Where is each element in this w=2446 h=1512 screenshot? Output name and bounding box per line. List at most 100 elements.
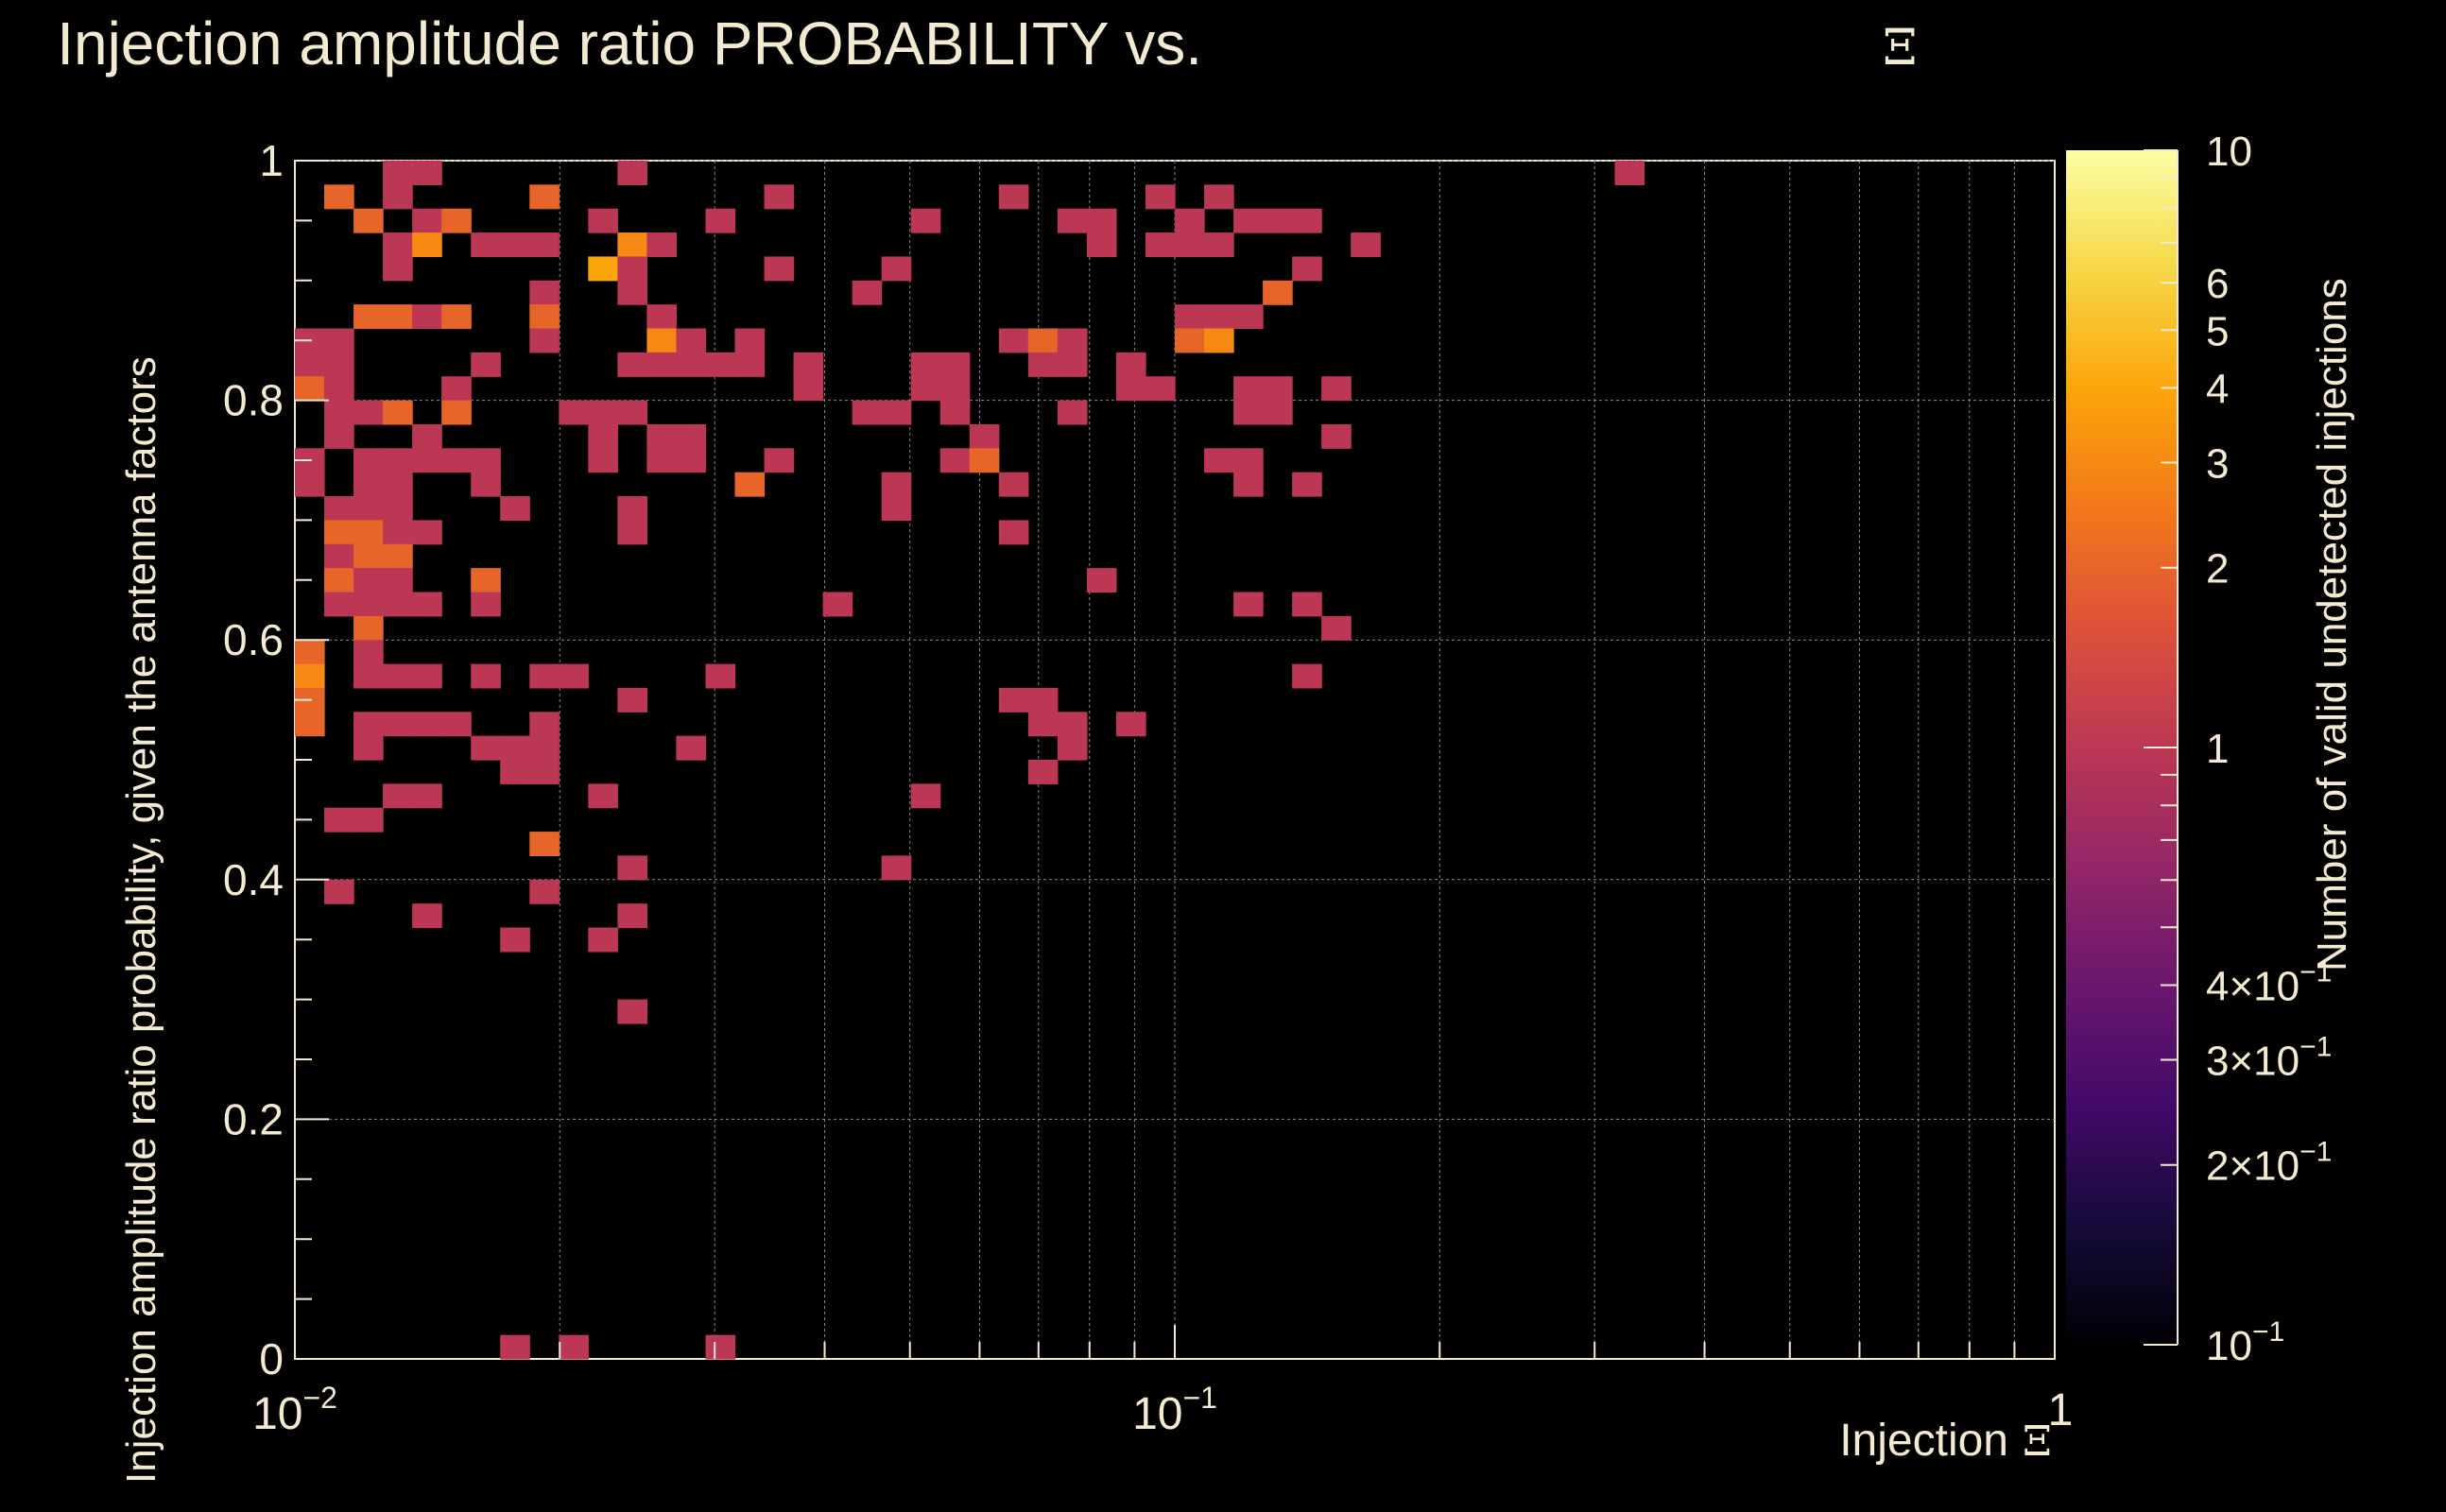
colorbar-axis: 10 65 4 3 2 1 4×10−1 3×10−1 2×10−1 10−1 [2144, 129, 2332, 1369]
heatmap-cell [529, 280, 560, 305]
heatmap-cell [295, 712, 325, 737]
heatmap-cell [471, 352, 501, 377]
heatmap-cell [998, 687, 1029, 713]
heatmap-cell [529, 712, 560, 737]
heatmap-cell [1204, 328, 1234, 353]
heatmap-cell [646, 352, 678, 377]
heatmap-cell [1321, 615, 1352, 641]
heatmap-cell [617, 855, 647, 881]
heatmap-cell [617, 999, 647, 1024]
heatmap-cell [353, 640, 384, 665]
heatmap-cell [1086, 232, 1117, 258]
heatmap-cell [1057, 208, 1088, 233]
y-axis-label: Injection amplitude ratio probability, g… [118, 356, 164, 1484]
heatmap-cell [793, 352, 824, 377]
heatmap-cell [383, 783, 413, 809]
heatmap-cell [383, 496, 413, 521]
heatmap-cell [324, 352, 354, 377]
heatmap-cell [1115, 376, 1146, 402]
heatmap-cell [1233, 448, 1264, 473]
heatmap-cell [588, 256, 618, 282]
heatmap-cell [998, 520, 1029, 545]
heatmap-cell [383, 184, 413, 210]
colorbar-tick-label: 2 [2206, 546, 2229, 593]
heatmap-cell [852, 280, 883, 305]
colorbar-tick-label: 3×10−1 [2206, 1031, 2332, 1084]
heatmap-cell [1321, 423, 1352, 449]
heatmap-cell [471, 568, 501, 593]
heatmap-cell [1233, 304, 1264, 330]
heatmap-cell [441, 304, 472, 330]
heatmap-cell [939, 376, 971, 402]
heatmap-cell [353, 304, 384, 330]
heatmap-cell [383, 256, 413, 282]
heatmap-cell [617, 232, 647, 258]
heatmap-cell [881, 496, 912, 521]
heatmap-cell [998, 328, 1029, 353]
heatmap-cell [1057, 400, 1088, 425]
chart-title: Injection amplitude ratio PROBABILITY vs… [57, 9, 1202, 77]
heatmap-cell [500, 927, 530, 953]
heatmap-cell [1292, 472, 1322, 497]
heatmap-cell [1292, 592, 1322, 617]
heatmap-cell [998, 184, 1029, 210]
heatmap-cell [1233, 376, 1264, 402]
heatmap-cell [324, 423, 354, 449]
heatmap-cell [617, 520, 647, 545]
heatmap-cell [705, 1334, 736, 1360]
heatmap-cell [500, 1334, 530, 1360]
y-tick-label: 0.6 [223, 615, 284, 664]
heatmap-cell [939, 400, 971, 425]
heatmap-cell [705, 208, 736, 233]
heatmap-cell [353, 807, 384, 833]
heatmap-cell [500, 232, 530, 258]
heatmap-cell [822, 592, 853, 617]
heatmap-cell [441, 448, 472, 473]
heatmap-cell [529, 735, 560, 761]
heatmap-cell [676, 448, 707, 473]
heatmap-cell [471, 592, 501, 617]
heatmap-cell [412, 232, 442, 258]
heatmap-cell [1351, 232, 1381, 258]
heatmap-cell [1292, 208, 1322, 233]
heatmap-cell [1204, 232, 1234, 258]
heatmap-cell [383, 592, 413, 617]
heatmap-cell [705, 663, 736, 689]
heatmap-cell [588, 400, 618, 425]
heatmap-cell [998, 472, 1029, 497]
heatmap-cell [324, 328, 354, 353]
heatmap-cell [1027, 328, 1059, 353]
heatmap-cell [676, 352, 707, 377]
heatmap-cell [353, 543, 384, 569]
heatmap-cell [412, 712, 442, 737]
colorbar-label: Number of valid undetected injections [2309, 278, 2355, 971]
heatmap-cell [588, 448, 618, 473]
heatmap-cell [383, 568, 413, 593]
y-tick-label: 1 [259, 136, 284, 185]
heatmap-cell [881, 855, 912, 881]
heatmap-cell [1233, 472, 1264, 497]
heatmap-cell [1321, 376, 1352, 402]
heatmap-cell [412, 304, 442, 330]
y-tick-label: 0 [259, 1334, 284, 1383]
x-tick-label: 10−1 [1132, 1381, 1217, 1439]
heatmap-cell [383, 663, 413, 689]
y-tick-label: 0.2 [223, 1094, 284, 1143]
heatmap-cell [529, 328, 560, 353]
heatmap-cell [910, 352, 941, 377]
heatmap-cell [734, 328, 766, 353]
heatmap-cell [324, 568, 354, 593]
heatmap-cell [764, 256, 795, 282]
heatmap-cell [1086, 208, 1117, 233]
heatmap-cell [676, 328, 707, 353]
colorbar-tick-label: 3 [2206, 440, 2229, 487]
x-tick-label: 1 [2048, 1385, 2074, 1435]
heatmap-cells [295, 161, 1645, 1360]
heatmap-cell [969, 423, 1000, 449]
heatmap-cell [383, 712, 413, 737]
heatmap-cell [529, 760, 560, 784]
heatmap-cell [1292, 256, 1322, 282]
heatmap-cell [500, 496, 530, 521]
heatmap-cell [529, 832, 560, 857]
heatmap-cell [324, 543, 354, 569]
